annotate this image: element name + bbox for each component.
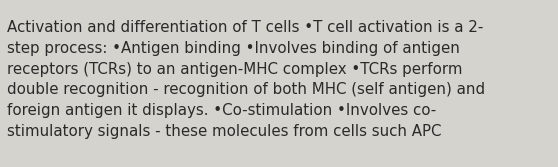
Text: Activation and differentiation of T cells •T cell activation is a 2-
step proces: Activation and differentiation of T cell… <box>7 20 485 139</box>
